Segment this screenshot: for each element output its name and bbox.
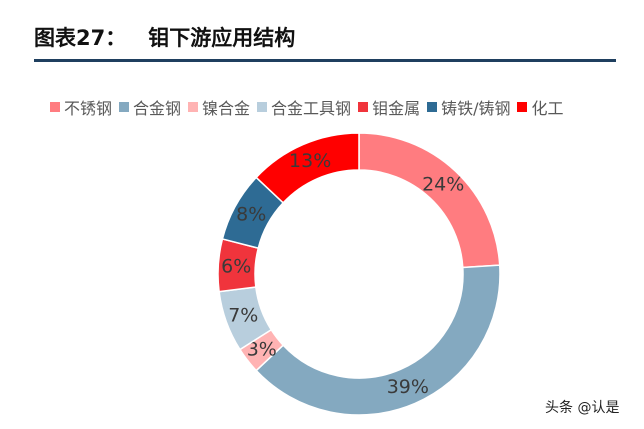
slice-data-label: 13% — [289, 150, 331, 172]
legend-item: 钼金属 — [358, 95, 420, 119]
slice-data-label: 39% — [387, 376, 429, 398]
legend-item: 合金钢 — [119, 95, 181, 119]
slice-data-label: 24% — [422, 173, 464, 195]
figure-label: 图表27： — [34, 26, 127, 50]
slice-data-label: 6% — [221, 255, 251, 277]
figure-title-text: 钼下游应用结构 — [148, 26, 296, 50]
legend-label: 合金工具钢 — [271, 99, 352, 118]
legend-swatch — [358, 102, 369, 112]
donut-slice — [255, 264, 501, 416]
legend-label: 钼金属 — [372, 99, 421, 118]
legend-label: 镍合金 — [202, 99, 251, 118]
slice-data-label: 3% — [247, 338, 277, 360]
legend-label: 合金钢 — [133, 99, 182, 118]
legend-item: 铸铁/铸钢 — [427, 95, 510, 119]
title-divider — [34, 59, 616, 62]
legend-label: 化工 — [531, 99, 564, 118]
watermark: 头条 @认是 — [545, 400, 620, 416]
legend-label: 铸铁/铸钢 — [441, 99, 511, 118]
legend-label: 不锈钢 — [64, 99, 113, 118]
chart-legend: 不锈钢 合金钢 镍合金 合金工具钢 钼金属 铸铁/铸钢 化工 — [50, 95, 644, 119]
donut-slice — [358, 132, 501, 269]
donut-slice — [255, 132, 360, 204]
legend-item: 镍合金 — [188, 95, 250, 119]
legend-item: 合金工具钢 — [257, 95, 351, 119]
legend-swatch — [50, 102, 60, 112]
figure-title: 图表27： 钼下游应用结构 — [34, 22, 295, 52]
legend-item: 化工 — [517, 95, 564, 119]
legend-swatch — [427, 102, 438, 112]
legend-swatch — [119, 102, 130, 112]
legend-swatch — [188, 102, 199, 112]
legend-swatch — [257, 102, 268, 112]
slice-data-label: 7% — [228, 305, 258, 327]
slice-data-label: 8% — [236, 204, 266, 226]
legend-swatch — [517, 102, 528, 112]
legend-item: 不锈钢 — [50, 95, 112, 119]
